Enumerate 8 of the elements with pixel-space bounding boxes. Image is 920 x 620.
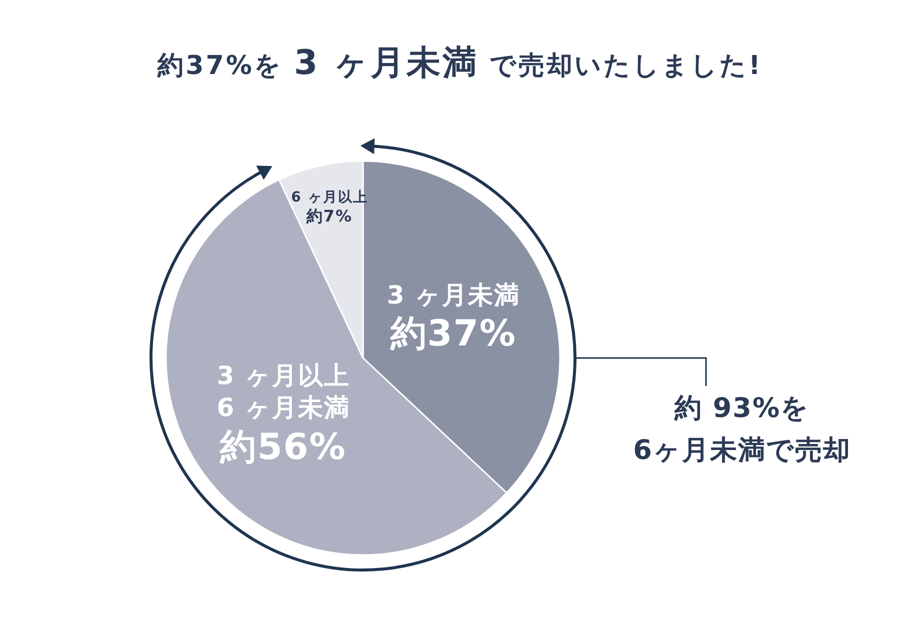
data-label: 約37%: [389, 312, 518, 357]
slice-label: 3 ヶ月未満: [386, 279, 521, 312]
slice-label: 6 ヶ月以上: [290, 188, 369, 207]
data-label: 約56%: [218, 426, 348, 470]
slice-label: 3 ヶ月以上 6 ヶ月未満: [216, 360, 351, 424]
chart-title: 約37%を 3 ヶ月未満 で売却いたしました!: [156, 42, 764, 85]
text: 約 93%を 6ヶ月未満で売却: [632, 392, 852, 468]
data-label: 約7%: [305, 206, 354, 228]
